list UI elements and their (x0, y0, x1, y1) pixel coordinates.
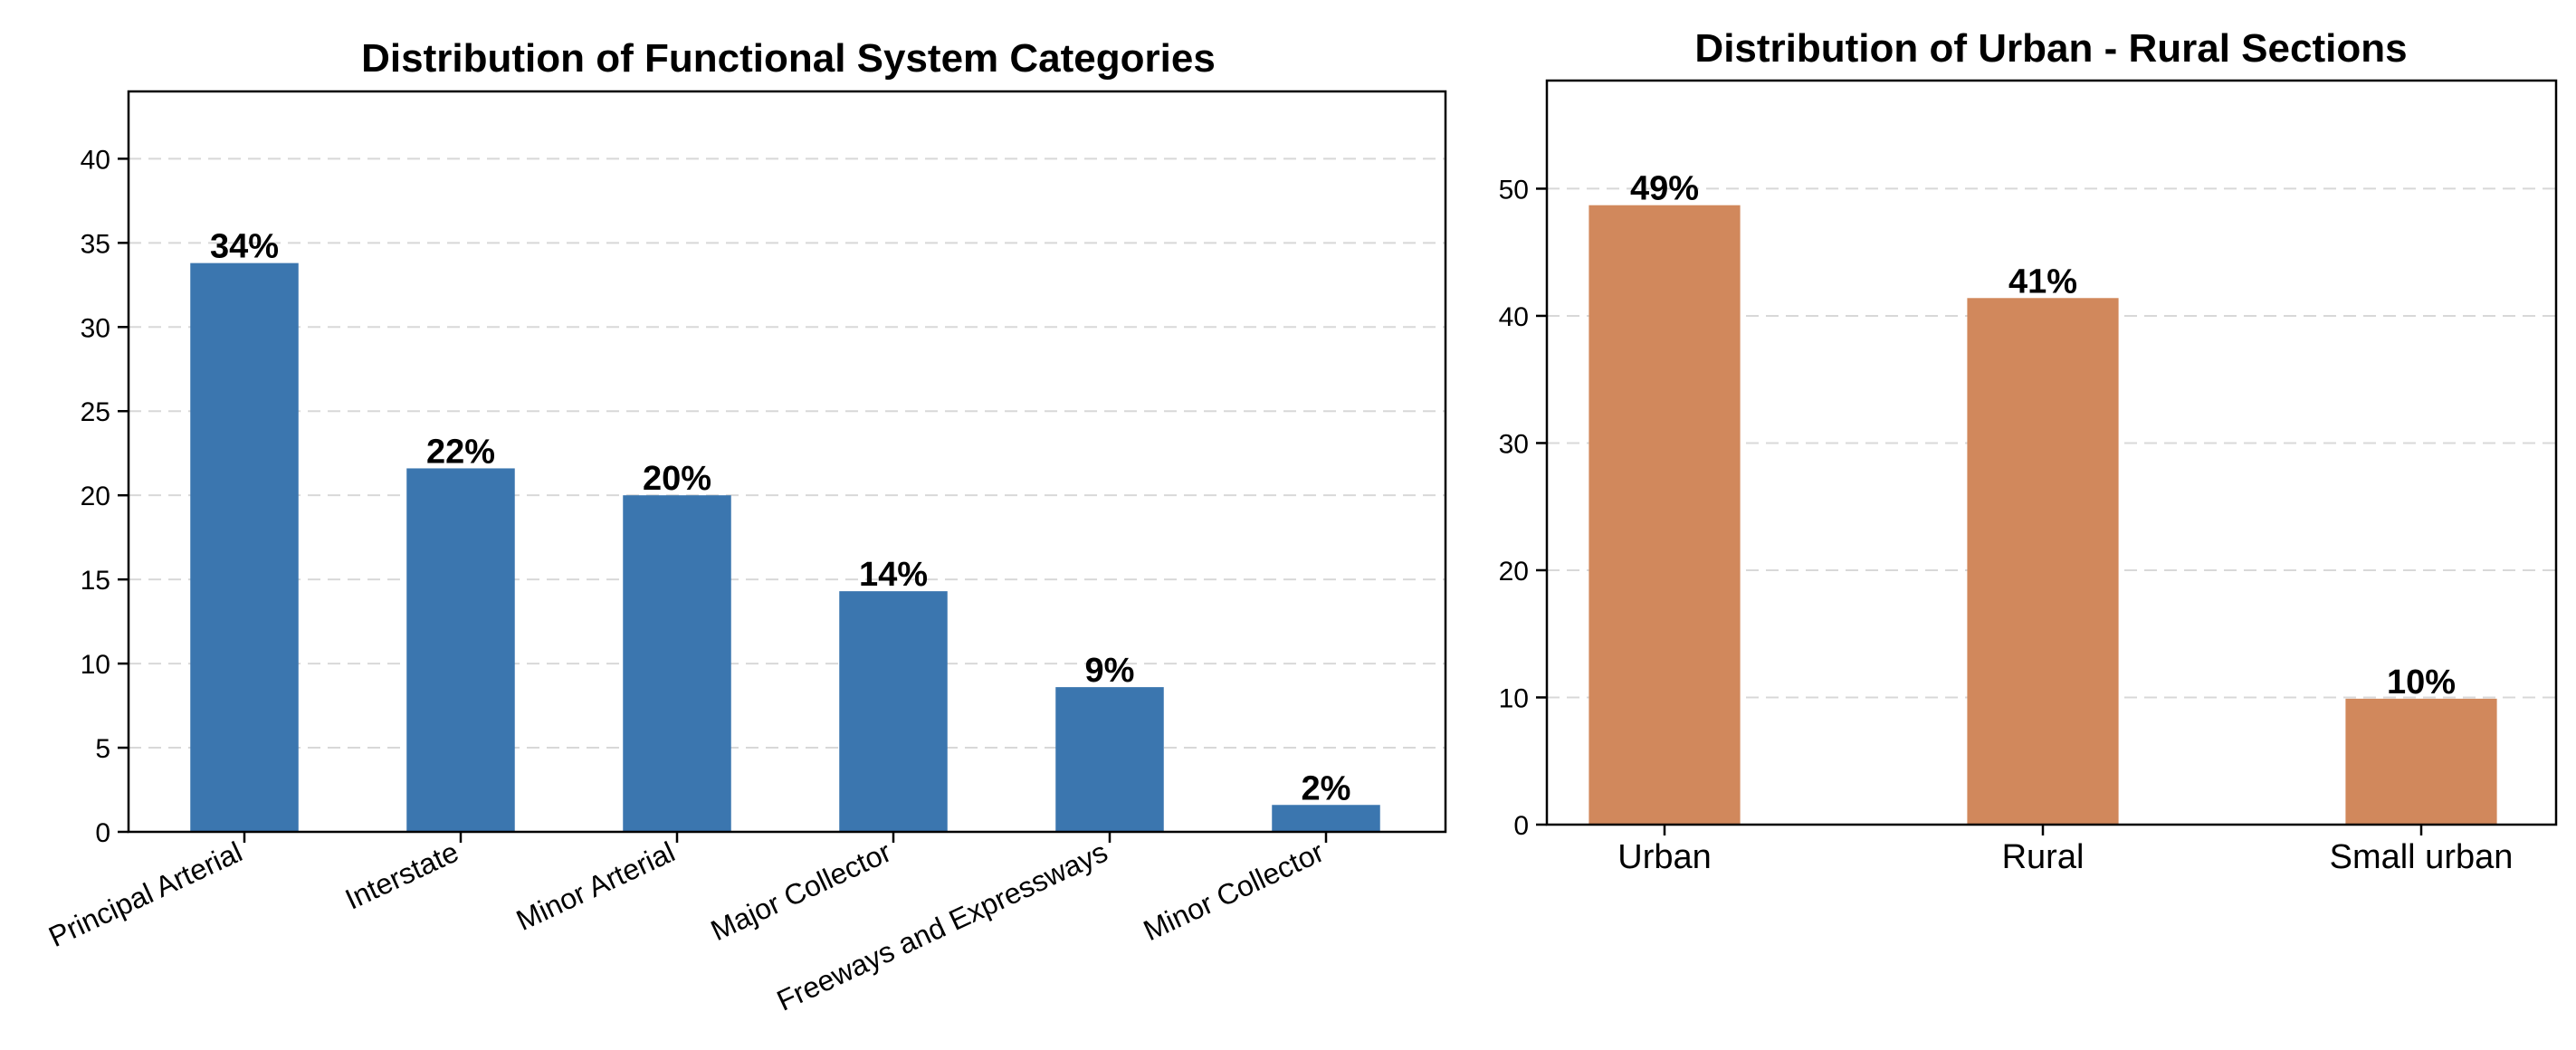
y-tick-label: 20 (81, 482, 110, 511)
x-tick-label: Urban (1617, 838, 1712, 876)
y-tick-label: 0 (1513, 811, 1529, 841)
bar (1967, 298, 2119, 825)
y-tick-label: 25 (81, 397, 110, 427)
data-label: 22% (426, 433, 495, 471)
y-tick-label: 40 (1499, 302, 1529, 332)
y-tick-label: 0 (95, 818, 110, 848)
bar (406, 468, 515, 832)
y-tick-label: 15 (81, 566, 110, 596)
x-tick-label: Small urban (2330, 838, 2514, 876)
chart-title: Distribution of Urban - Rural Sections (1694, 26, 2407, 71)
y-tick-label: 35 (81, 229, 110, 259)
bar (623, 495, 731, 832)
x-tick-label: Major Collector (706, 835, 897, 948)
y-tick-label: 40 (81, 145, 110, 175)
x-tick-label: Minor Collector (1139, 835, 1330, 948)
x-tick-label: Rural (2002, 838, 2085, 876)
y-tick-label: 30 (81, 313, 110, 343)
bar (1272, 805, 1380, 832)
plot-frame (1545, 79, 2558, 826)
data-label: 10% (2387, 663, 2456, 702)
x-tick-label: Principal Arterial (43, 835, 247, 953)
data-label: 49% (1630, 170, 1699, 208)
data-label: 9% (1085, 652, 1135, 690)
plot-frame (127, 90, 1447, 834)
x-tick-label: Interstate (340, 835, 463, 916)
bar (839, 591, 948, 832)
bar (2345, 698, 2497, 825)
functional-system-chart: Distribution of Functional System Catego… (43, 36, 1447, 1017)
y-tick-label: 5 (95, 734, 110, 764)
urban-rural-chart: Distribution of Urban - Rural Sections 4… (1499, 26, 2558, 876)
x-tick-label: Minor Arterial (511, 835, 680, 937)
y-tick-label: 30 (1499, 429, 1529, 459)
bar (1589, 205, 1741, 825)
y-tick-label: 50 (1499, 175, 1529, 205)
bar (1055, 687, 1164, 832)
y-tick-label: 10 (81, 650, 110, 680)
data-label: 2% (1302, 769, 1351, 807)
y-tick-label: 20 (1499, 557, 1529, 587)
data-label: 34% (210, 228, 279, 266)
data-label: 14% (859, 556, 928, 594)
data-label: 41% (2008, 262, 2077, 301)
y-tick-label: 10 (1499, 683, 1529, 713)
data-label: 20% (643, 460, 711, 498)
chart-title: Distribution of Functional System Catego… (361, 36, 1216, 81)
bar (190, 262, 299, 832)
